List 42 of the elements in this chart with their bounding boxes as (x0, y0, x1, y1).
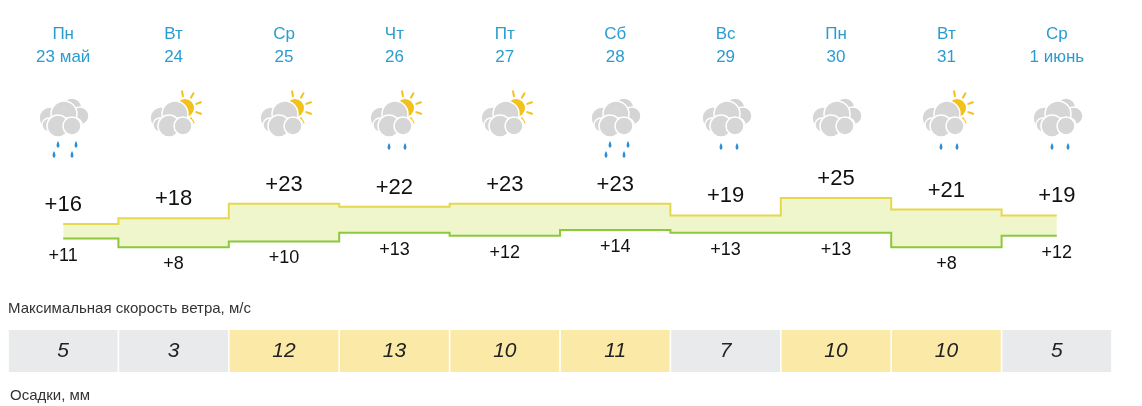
data-label: +10 (268, 247, 300, 268)
x-tick-label: Вс 29 (715, 24, 737, 67)
data-label: +16 (44, 191, 82, 217)
data-label: +21 (927, 176, 966, 202)
chart-title: Максимальная скорость ветра, м/с (8, 299, 252, 317)
data-label: +13 (710, 238, 741, 259)
x-tick-label: Ср 1 июнь (1029, 24, 1085, 67)
data-label: +8 (936, 253, 957, 274)
x-tick-label: Сб 28 (604, 24, 627, 67)
data-label: +25 (817, 165, 855, 191)
data-label: +12 (1041, 241, 1073, 262)
data-label: +12 (489, 241, 521, 262)
x-tick-label: Пт 27 (494, 24, 516, 67)
data-label: +14 (599, 235, 631, 256)
x-tick-label: Вт 31 (936, 24, 956, 67)
data-label: 10 (934, 337, 959, 361)
data-label: +8 (163, 253, 184, 274)
x-tick-label: Пн 30 (825, 24, 847, 67)
data-label: +11 (48, 244, 78, 265)
data-label: 7 (719, 337, 733, 361)
data-label: 5 (1050, 337, 1063, 361)
data-label: +22 (375, 173, 414, 199)
data-label: 12 (272, 337, 296, 361)
data-label: 3 (167, 337, 180, 361)
data-label: 5 (57, 337, 70, 361)
data-label: 10 (493, 337, 517, 361)
data-label: +23 (596, 170, 634, 196)
data-label: +23 (486, 170, 524, 196)
data-label: +13 (820, 238, 852, 259)
x-tick-label: Чт 26 (384, 24, 405, 67)
data-label: +13 (379, 238, 410, 259)
text: Осадки, мм (10, 386, 91, 403)
data-label: +19 (706, 182, 745, 208)
x-tick-label: Вт 24 (164, 24, 184, 67)
data-label: +23 (265, 170, 303, 196)
data-label: 11 (604, 337, 627, 361)
data-label: +18 (154, 185, 193, 211)
data-label: 10 (824, 337, 848, 361)
x-tick-label: Пн 23 май (36, 24, 91, 67)
data-label: 13 (382, 337, 407, 361)
data-label: +19 (1038, 182, 1076, 208)
x-tick-label: Ср 25 (273, 24, 295, 67)
